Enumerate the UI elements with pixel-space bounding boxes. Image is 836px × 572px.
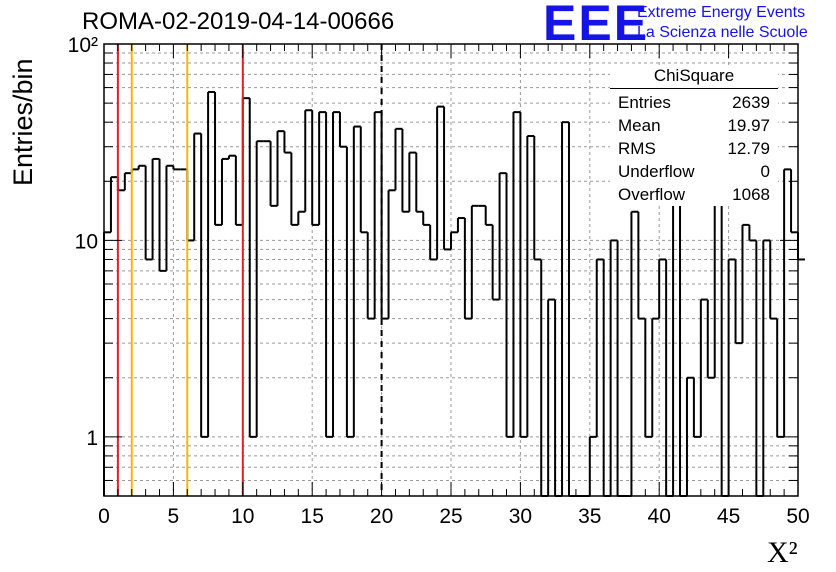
stats-label: Entries bbox=[618, 93, 671, 112]
x-axis-label: X² bbox=[767, 536, 798, 569]
x-tick-label: 35 bbox=[578, 505, 601, 528]
stats-row: Underflow 0 bbox=[610, 160, 778, 183]
stats-value: 1068 bbox=[732, 185, 770, 204]
stats-row: Overflow 1068 bbox=[610, 183, 778, 206]
stats-value: 19.97 bbox=[727, 116, 770, 135]
x-tick-label: 50 bbox=[786, 505, 809, 528]
logo-line-1: Extreme Energy Events bbox=[637, 4, 806, 21]
eee-logo: EEE bbox=[543, 0, 650, 51]
y-axis-label: Entries/bin bbox=[8, 58, 38, 186]
stats-label: Overflow bbox=[618, 185, 686, 204]
x-tick-label: 10 bbox=[231, 505, 254, 528]
y-tick-label: 1 bbox=[86, 427, 98, 450]
stats-value: 12.79 bbox=[727, 139, 770, 158]
stats-value: 2639 bbox=[732, 93, 770, 112]
stats-label: RMS bbox=[618, 139, 656, 158]
x-tick-label: 30 bbox=[509, 505, 532, 528]
stats-row: Entries 2639 bbox=[610, 91, 778, 114]
stats-label: Underflow bbox=[618, 162, 695, 181]
x-tick-label: 15 bbox=[301, 505, 324, 528]
y-tick-label: 10 bbox=[75, 230, 98, 253]
x-tick-label: 0 bbox=[98, 505, 110, 528]
x-tick-label: 25 bbox=[439, 505, 462, 528]
x-tick-label: 20 bbox=[370, 505, 393, 528]
stats-value: 0 bbox=[760, 162, 770, 181]
logo-line-2: La Scienza nelle Scuole bbox=[637, 24, 808, 41]
stats-title: ChiSquare bbox=[610, 66, 778, 89]
y-tick-label: 10² bbox=[68, 34, 98, 57]
x-tick-label: 40 bbox=[648, 505, 671, 528]
stats-box: ChiSquare Entries 2639 Mean 19.97 RMS 12.79… bbox=[610, 66, 778, 206]
x-tick-label: 5 bbox=[168, 505, 180, 528]
stats-row: Mean 19.97 bbox=[610, 114, 778, 137]
stats-row: RMS 12.79 bbox=[610, 137, 778, 160]
stats-label: Mean bbox=[618, 116, 661, 135]
x-tick-label: 45 bbox=[717, 505, 740, 528]
chart-title: ROMA-02-2019-04-14-00666 bbox=[82, 8, 395, 35]
